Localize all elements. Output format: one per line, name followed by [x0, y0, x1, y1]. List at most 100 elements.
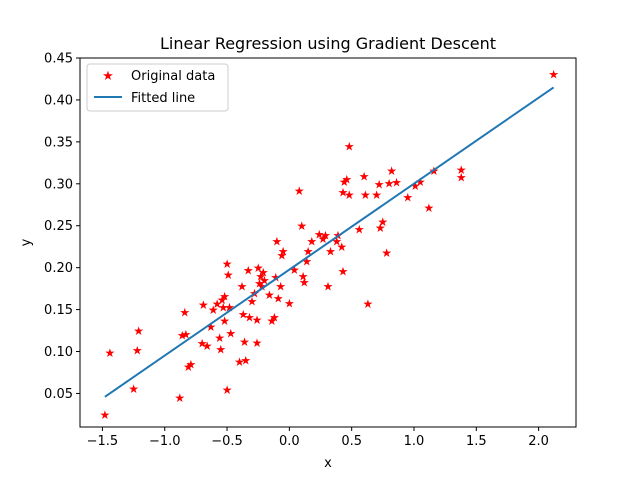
x-tick-label: 0.0	[279, 434, 300, 449]
data-point-star: ★	[239, 335, 250, 349]
data-point-star: ★	[224, 301, 235, 315]
data-point-star: ★	[344, 140, 355, 154]
data-point-star: ★	[243, 264, 254, 278]
legend: ★ Original data Fitted line	[86, 63, 229, 112]
data-point-star: ★	[257, 280, 268, 294]
data-point-star: ★	[277, 249, 288, 263]
data-point-star: ★	[217, 293, 228, 307]
x-tick-label: 1.0	[404, 434, 425, 449]
data-point-star: ★	[206, 320, 217, 334]
axes-frame	[79, 57, 577, 428]
data-point-star: ★	[456, 163, 467, 177]
data-point-star: ★	[338, 186, 349, 200]
data-point-star: ★	[318, 232, 329, 246]
data-point-star: ★	[384, 177, 395, 191]
data-point-star: ★	[132, 343, 143, 357]
legend-label-fitted-line: Fitted line	[131, 91, 195, 106]
data-point-star: ★	[255, 270, 266, 284]
data-point-star: ★	[338, 265, 349, 279]
data-point-star: ★	[181, 327, 192, 341]
data-point-star: ★	[273, 291, 284, 305]
data-point-star: ★	[341, 172, 352, 186]
data-point-star: ★	[301, 255, 312, 269]
y-tick-label: 0.35	[44, 135, 73, 150]
x-tick-label: 2.0	[528, 434, 549, 449]
data-point-star: ★	[252, 313, 263, 327]
data-point-star: ★	[275, 280, 286, 294]
data-point-star: ★	[354, 223, 365, 237]
data-point-star: ★	[105, 346, 116, 360]
data-point-star: ★	[296, 219, 307, 233]
data-point-star: ★	[174, 391, 185, 405]
data-point-star: ★	[179, 306, 190, 320]
data-point-star: ★	[183, 360, 194, 374]
x-tick-label: 0.5	[341, 434, 362, 449]
data-point-star: ★	[253, 261, 264, 275]
data-point-star: ★	[240, 353, 251, 367]
x-tick-label: −1.0	[149, 434, 181, 449]
data-point-star: ★	[128, 382, 139, 396]
data-point-star: ★	[219, 314, 230, 328]
data-point-star: ★	[222, 257, 233, 271]
x-tick-label: −0.5	[211, 434, 243, 449]
data-point-star: ★	[344, 188, 355, 202]
data-point-star: ★	[381, 246, 392, 260]
data-point-star: ★	[363, 297, 374, 311]
data-point-star: ★	[548, 67, 559, 81]
data-point-star: ★	[259, 274, 270, 288]
data-point-star: ★	[284, 296, 295, 310]
y-tick-label: 0.25	[44, 219, 73, 234]
y-tick-label: 0.10	[44, 345, 73, 360]
legend-star-marker-icon: ★	[102, 69, 114, 84]
data-point-star: ★	[212, 297, 223, 311]
data-point-star: ★	[177, 328, 188, 342]
legend-box	[86, 63, 229, 112]
data-point-star: ★	[202, 339, 213, 353]
data-point-star: ★	[198, 298, 209, 312]
y-tick-label: 0.05	[44, 387, 73, 402]
data-point-star: ★	[415, 175, 426, 189]
y-tick-label: 0.20	[44, 261, 73, 276]
x-axis-label: x	[324, 456, 332, 471]
data-point-star: ★	[225, 327, 236, 341]
chart-title: Linear Regression using Gradient Descent	[160, 34, 496, 53]
data-point-star: ★	[133, 324, 144, 338]
data-point-star: ★	[374, 177, 385, 191]
data-point-star: ★	[278, 244, 289, 258]
data-point-star: ★	[100, 408, 111, 422]
data-point-star: ★	[270, 270, 281, 284]
data-point-star: ★	[208, 303, 219, 317]
data-point-star: ★	[272, 234, 283, 248]
axes: −1.5 −1.0 −0.5 0.0 0.5 1.0 1.5 2.0 0.05 0.10 0.15 0…	[44, 52, 577, 449]
y-tick-label: 0.15	[44, 303, 73, 318]
data-point-star: ★	[186, 358, 197, 372]
data-point-star: ★	[294, 184, 305, 198]
data-point-star: ★	[264, 288, 275, 302]
data-point-star: ★	[336, 240, 347, 254]
data-point-star: ★	[360, 188, 371, 202]
data-point-star: ★	[331, 234, 342, 248]
data-point-star: ★	[254, 276, 265, 290]
data-point-star: ★	[402, 191, 413, 205]
y-tick-label: 0.45	[44, 52, 73, 67]
legend-label-original-data: Original data	[131, 69, 215, 84]
data-point-star: ★	[410, 179, 421, 193]
data-point-star: ★	[269, 311, 280, 325]
data-point-star: ★	[359, 170, 370, 184]
x-tick-label: 1.5	[466, 434, 487, 449]
fitted-line	[104, 86, 555, 398]
data-point-star: ★	[258, 265, 269, 279]
data-point-star: ★	[215, 343, 226, 357]
data-point-star: ★	[267, 314, 278, 328]
x-tick-label: −1.5	[87, 434, 119, 449]
data-point-star: ★	[375, 221, 386, 235]
data-point-star: ★	[299, 275, 310, 289]
data-point-star: ★	[323, 280, 334, 294]
data-point-star: ★	[214, 331, 225, 345]
data-point-star: ★	[371, 188, 382, 202]
data-point-star: ★	[234, 355, 245, 369]
data-point-star: ★	[244, 311, 255, 325]
data-point-star: ★	[314, 228, 325, 242]
y-tick-label: 0.30	[44, 177, 73, 192]
